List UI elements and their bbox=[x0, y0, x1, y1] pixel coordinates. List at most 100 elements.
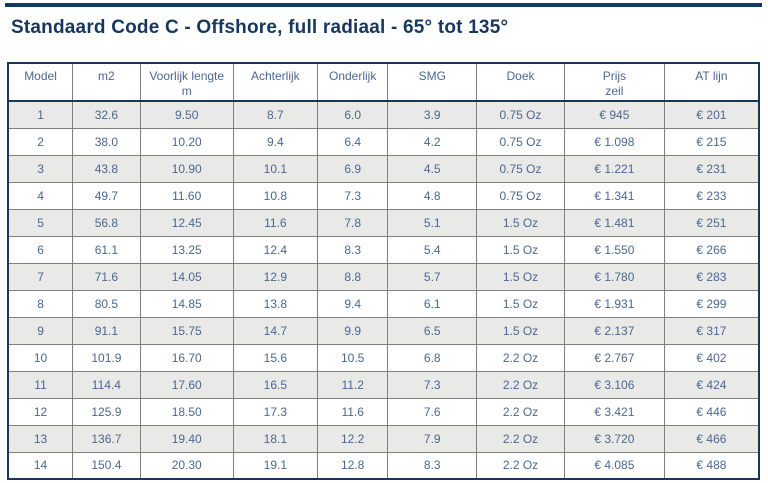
table-cell: 13.8 bbox=[232, 289, 318, 318]
column-header: Model bbox=[7, 62, 74, 102]
table-cell: 1.5 Oz bbox=[476, 262, 565, 291]
table-cell: 32.6 bbox=[72, 100, 141, 129]
table-cell: 6.9 bbox=[316, 154, 389, 183]
table-cell: 4.2 bbox=[387, 127, 478, 156]
table-cell: 7.3 bbox=[387, 370, 478, 399]
table-cell: 4.8 bbox=[387, 181, 478, 210]
table-cell: 7.6 bbox=[387, 397, 478, 426]
column-header: SMG bbox=[387, 62, 478, 102]
table-cell: 10.20 bbox=[139, 127, 234, 156]
table-cell: 1.5 Oz bbox=[476, 208, 565, 237]
table-cell: 6.5 bbox=[387, 316, 478, 345]
table-cell: 12.9 bbox=[232, 262, 318, 291]
table-row: 12 125.9 18.50 17.3 11.6 7.6 2.2 Oz € 3.421 € 44… bbox=[7, 397, 760, 426]
table-cell: 0.75 Oz bbox=[476, 181, 565, 210]
table-row: 13 136.7 19.40 18.1 12.2 7.9 2.2 Oz € 3.720 € 46… bbox=[7, 424, 760, 453]
table-cell: 2.2 Oz bbox=[476, 343, 565, 372]
table-cell: 43.8 bbox=[72, 154, 141, 183]
table-cell: 125.9 bbox=[72, 397, 141, 426]
table-cell: 18.50 bbox=[139, 397, 234, 426]
table-row: 11 114.4 17.60 16.5 11.2 7.3 2.2 Oz € 3.106 € 42… bbox=[7, 370, 760, 399]
table-cell: 14.7 bbox=[232, 316, 318, 345]
table-cell: 6.1 bbox=[387, 289, 478, 318]
table-cell: 3.9 bbox=[387, 100, 478, 129]
table-cell: 17.3 bbox=[232, 397, 318, 426]
table-cell: € 488 bbox=[663, 451, 760, 480]
table-cell: 2.2 Oz bbox=[476, 370, 565, 399]
table-cell: 71.6 bbox=[72, 262, 141, 291]
table-cell: 7.8 bbox=[316, 208, 389, 237]
table-cell: 9.4 bbox=[316, 289, 389, 318]
column-header: Achterlijk bbox=[232, 62, 318, 102]
table-cell: 19.1 bbox=[232, 451, 318, 480]
table-cell: 56.8 bbox=[72, 208, 141, 237]
table-cell: € 1.780 bbox=[563, 262, 665, 291]
table-cell: 12.2 bbox=[316, 424, 389, 453]
table-cell: € 1.931 bbox=[563, 289, 665, 318]
table-cell: € 201 bbox=[663, 100, 760, 129]
table-cell: € 4.085 bbox=[563, 451, 665, 480]
table-cell: 0.75 Oz bbox=[476, 154, 565, 183]
column-header: m2 bbox=[72, 62, 141, 102]
table-row: 14 150.4 20.30 19.1 12.8 8.3 2.2 Oz € 4.085 € 48… bbox=[7, 451, 760, 480]
table-cell: 2.2 Oz bbox=[476, 451, 565, 480]
table-cell: 7.3 bbox=[316, 181, 389, 210]
table-cell: 8 bbox=[7, 289, 74, 318]
table-cell: 8.3 bbox=[387, 451, 478, 480]
table-cell: 5.7 bbox=[387, 262, 478, 291]
table-cell: 1.5 Oz bbox=[476, 316, 565, 345]
sail-price-table: Model m2 Voorlijk lengte m Achterlijk Onderl… bbox=[7, 62, 760, 480]
table-header: Model m2 Voorlijk lengte m Achterlijk Onderl… bbox=[7, 62, 760, 102]
page-title: Standaard Code C - Offshore, full radiaa… bbox=[11, 17, 509, 38]
table-cell: 4.5 bbox=[387, 154, 478, 183]
table-row: 10 101.9 16.70 15.6 10.5 6.8 2.2 Oz € 2.767 € 40… bbox=[7, 343, 760, 372]
table-row: 2 38.0 10.20 9.4 6.4 4.2 0.75 Oz € 1.098 € 215 bbox=[7, 127, 760, 156]
table-cell: 10 bbox=[7, 343, 74, 372]
table-cell: 101.9 bbox=[72, 343, 141, 372]
table-cell: 7 bbox=[7, 262, 74, 291]
table-cell: 5 bbox=[7, 208, 74, 237]
column-header: Prijs zeil bbox=[563, 62, 665, 102]
table-cell: 2 bbox=[7, 127, 74, 156]
table-cell: € 1.341 bbox=[563, 181, 665, 210]
table-cell: 150.4 bbox=[72, 451, 141, 480]
table-row: 5 56.8 12.45 11.6 7.8 5.1 1.5 Oz € 1.481 € 251 bbox=[7, 208, 760, 237]
table-cell: 1.5 Oz bbox=[476, 235, 565, 264]
table-cell: 80.5 bbox=[72, 289, 141, 318]
table-cell: € 2.137 bbox=[563, 316, 665, 345]
table-row: 7 71.6 14.05 12.9 8.8 5.7 1.5 Oz € 1.780 € 283 bbox=[7, 262, 760, 291]
table-cell: 1 bbox=[7, 100, 74, 129]
table-cell: 0.75 Oz bbox=[476, 127, 565, 156]
column-header: Voorlijk lengte m bbox=[139, 62, 234, 102]
table-cell: 4 bbox=[7, 181, 74, 210]
table-cell: 49.7 bbox=[72, 181, 141, 210]
column-header: Onderlijk bbox=[316, 62, 389, 102]
table-row: 6 61.1 13.25 12.4 8.3 5.4 1.5 Oz € 1.550 € 266 bbox=[7, 235, 760, 264]
table-cell: 20.30 bbox=[139, 451, 234, 480]
table-cell: 10.1 bbox=[232, 154, 318, 183]
table-row: 9 91.1 15.75 14.7 9.9 6.5 1.5 Oz € 2.137 € 317 bbox=[7, 316, 760, 345]
table-cell: 16.5 bbox=[232, 370, 318, 399]
top-horizontal-rule bbox=[5, 3, 762, 7]
table-cell: € 299 bbox=[663, 289, 760, 318]
table-cell: € 1.550 bbox=[563, 235, 665, 264]
table-cell: 11.6 bbox=[316, 397, 389, 426]
table-cell: 14.85 bbox=[139, 289, 234, 318]
table-row: 8 80.5 14.85 13.8 9.4 6.1 1.5 Oz € 1.931 € 299 bbox=[7, 289, 760, 318]
table-row: 1 32.6 9.50 8.7 6.0 3.9 0.75 Oz € 945 € 201 bbox=[7, 100, 760, 129]
table-cell: 6.4 bbox=[316, 127, 389, 156]
table-cell: 16.70 bbox=[139, 343, 234, 372]
table-cell: 14 bbox=[7, 451, 74, 480]
table-cell: 9.4 bbox=[232, 127, 318, 156]
table-cell: 12.45 bbox=[139, 208, 234, 237]
table-cell: € 3.106 bbox=[563, 370, 665, 399]
table-cell: € 215 bbox=[663, 127, 760, 156]
table-cell: 9.50 bbox=[139, 100, 234, 129]
table-cell: € 251 bbox=[663, 208, 760, 237]
table-cell: 6 bbox=[7, 235, 74, 264]
table-cell: 1.5 Oz bbox=[476, 289, 565, 318]
table-cell: 11 bbox=[7, 370, 74, 399]
table-cell: 2.2 Oz bbox=[476, 397, 565, 426]
column-header: AT lijn bbox=[663, 62, 760, 102]
table-row: 3 43.8 10.90 10.1 6.9 4.5 0.75 Oz € 1.221 € 231 bbox=[7, 154, 760, 183]
